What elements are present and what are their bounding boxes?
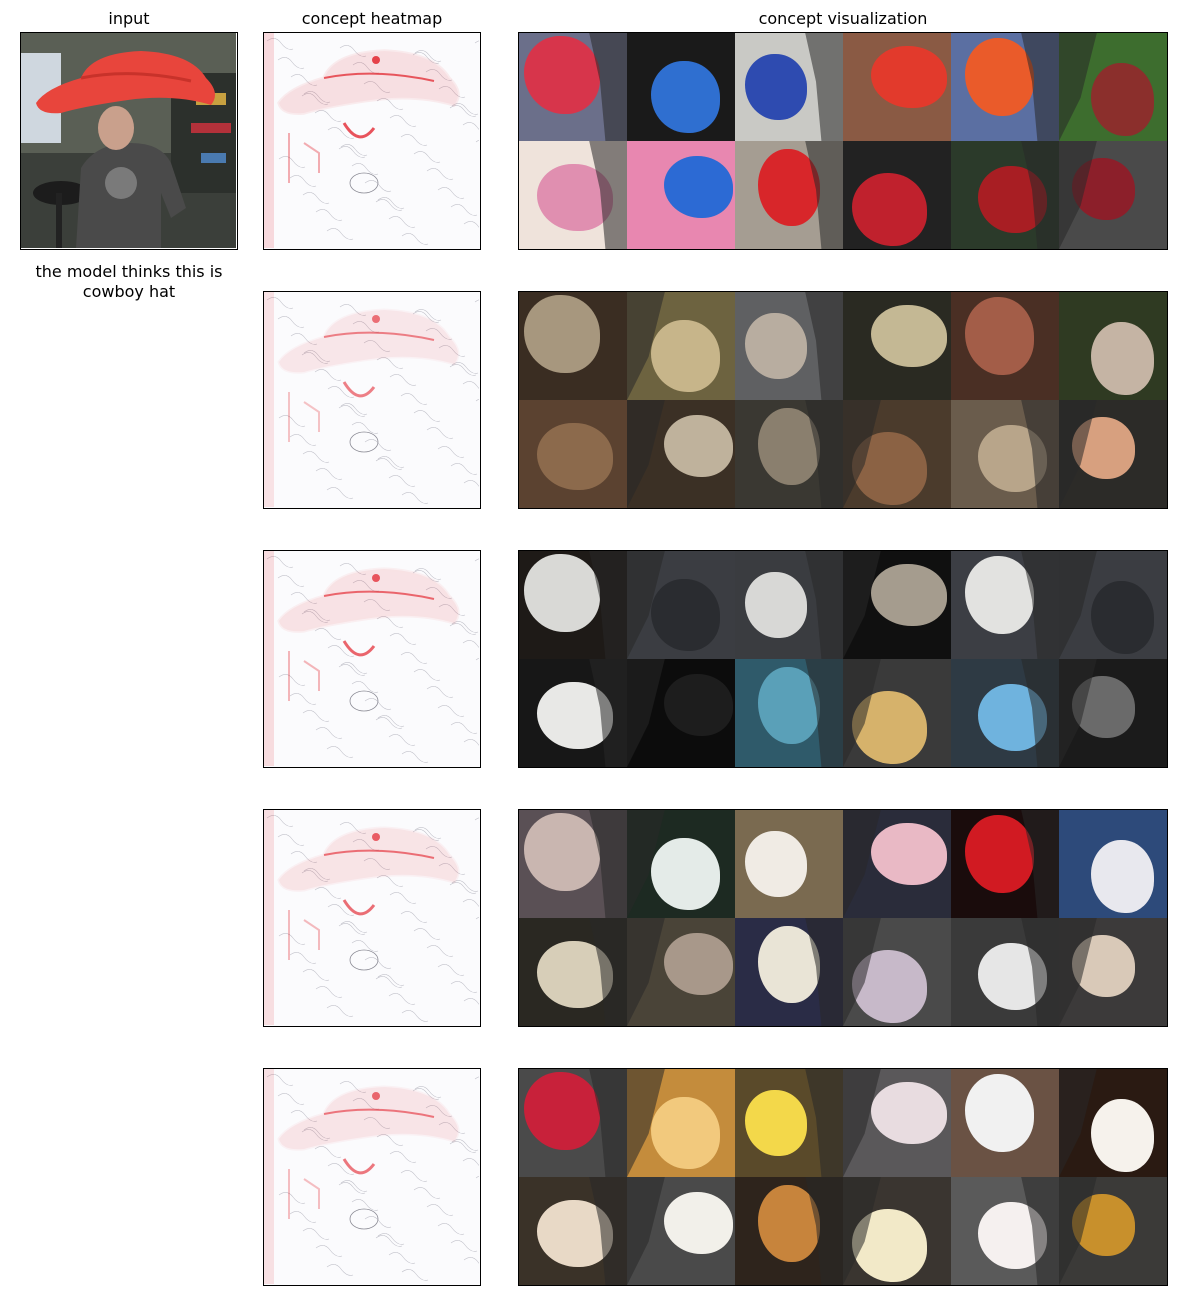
concept-example-tile (627, 1177, 735, 1285)
visualization-column-title: concept visualization (758, 9, 928, 28)
concept-example-tile (519, 1177, 627, 1285)
concept-example-tile (627, 141, 735, 249)
concept-example-tile (627, 400, 735, 508)
input-image (20, 32, 238, 250)
concept-example-tile (843, 292, 951, 400)
concept-example-tile (843, 1177, 951, 1285)
concept-example-tile (951, 141, 1059, 249)
concept-heatmap (263, 32, 481, 250)
concept-example-tile (519, 1069, 627, 1177)
person-in-red-cowboy-hat-photo (21, 33, 236, 248)
concept-heatmap (263, 291, 481, 509)
concept-example-tile (843, 810, 951, 918)
concept-example-tile (519, 400, 627, 508)
concept-example-tile (1059, 141, 1167, 249)
concept-example-tile (843, 400, 951, 508)
concept-example-tile (519, 918, 627, 1026)
concept-example-tile (735, 292, 843, 400)
concept-example-tile (1059, 551, 1167, 659)
input-column-title: input (108, 9, 150, 28)
concept-example-tile (627, 659, 735, 767)
concept-example-tile (951, 810, 1059, 918)
concept-example-tile (735, 1177, 843, 1285)
concept-example-tile (951, 659, 1059, 767)
concept-example-tile (951, 1069, 1059, 1177)
concept-example-tile (735, 33, 843, 141)
concept-example-tile (519, 551, 627, 659)
concept-example-tile (735, 659, 843, 767)
heatmap-column-title: concept heatmap (301, 9, 443, 28)
concept-example-tile (843, 918, 951, 1026)
concept-visualization (518, 809, 1168, 1027)
concept-example-tile (843, 551, 951, 659)
concept-example-tile (519, 33, 627, 141)
concept-example-tile (951, 292, 1059, 400)
concept-visualization (518, 1068, 1168, 1286)
concept-heatmap (263, 1068, 481, 1286)
concept-example-tile (735, 141, 843, 249)
concept-example-tile (519, 141, 627, 249)
concept-example-tile (951, 918, 1059, 1026)
concept-example-tile (951, 1177, 1059, 1285)
concept-example-tile (627, 292, 735, 400)
concept-example-tile (627, 918, 735, 1026)
concept-example-tile (1059, 292, 1167, 400)
concept-visualization (518, 32, 1168, 250)
concept-example-tile (1059, 1069, 1167, 1177)
concept-example-tile (1059, 400, 1167, 508)
concept-example-tile (735, 1069, 843, 1177)
concept-example-tile (1059, 659, 1167, 767)
concept-heatmap (263, 809, 481, 1027)
concept-example-tile (519, 810, 627, 918)
concept-example-tile (735, 810, 843, 918)
concept-example-tile (627, 1069, 735, 1177)
concept-example-tile (1059, 1177, 1167, 1285)
concept-example-tile (735, 918, 843, 1026)
concept-example-tile (951, 400, 1059, 508)
concept-example-tile (843, 141, 951, 249)
concept-example-tile (519, 292, 627, 400)
prediction-caption: the model thinks this is cowboy hat (35, 262, 223, 301)
concept-example-tile (1059, 810, 1167, 918)
concept-example-tile (951, 33, 1059, 141)
concept-example-tile (519, 659, 627, 767)
concept-visualization (518, 550, 1168, 768)
concept-example-tile (735, 400, 843, 508)
concept-example-tile (843, 659, 951, 767)
concept-example-tile (843, 1069, 951, 1177)
concept-example-tile (627, 33, 735, 141)
concept-heatmap (263, 550, 481, 768)
concept-example-tile (1059, 918, 1167, 1026)
concept-visualization (518, 291, 1168, 509)
concept-example-tile (951, 551, 1059, 659)
concept-example-tile (843, 33, 951, 141)
concept-example-tile (627, 551, 735, 659)
concept-example-tile (1059, 33, 1167, 141)
concept-example-tile (627, 810, 735, 918)
concept-example-tile (735, 551, 843, 659)
